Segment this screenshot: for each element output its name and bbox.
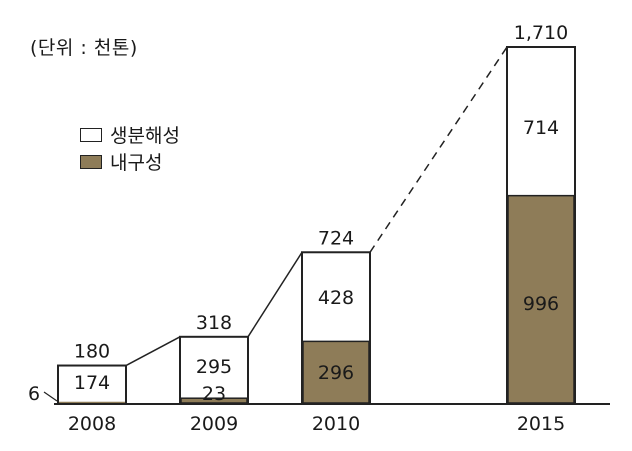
connector-line-2010-2015 (369, 46, 508, 253)
x-tick-label-2010: 2010 (312, 413, 360, 435)
bar-biodegradable-2008 (57, 364, 127, 404)
value-label-biodegradable-2008: 174 (74, 372, 110, 394)
value-label-durable-2009: 23 (202, 383, 226, 405)
value-label-biodegradable-2010: 428 (318, 287, 354, 309)
legend: 생분해성 내구성 (80, 121, 180, 175)
value-label-durable-2015: 996 (523, 293, 559, 315)
value-label-biodegradable-2015: 714 (523, 117, 559, 139)
value-label-durable-2008: 6 (28, 383, 40, 405)
value-label-durable-2010: 296 (318, 362, 354, 384)
bar-biodegradable-2009 (179, 335, 249, 404)
total-label-2015: 1,710 (514, 22, 568, 44)
value-label-biodegradable-2009: 295 (196, 356, 232, 378)
bar-durable-2008 (59, 401, 125, 403)
legend-item-durable: 내구성 (80, 148, 180, 175)
bar-durable-2015 (507, 194, 575, 404)
total-label-2009: 318 (196, 312, 232, 334)
legend-label-durable: 내구성 (110, 152, 163, 174)
x-tick-label-2008: 2008 (68, 413, 116, 435)
x-tick-label-2015: 2015 (517, 413, 565, 435)
total-label-2010: 724 (318, 227, 354, 249)
connector-line-2008-2009 (125, 336, 181, 367)
leader-line-2008 (43, 391, 58, 402)
bar-durable-2010 (302, 340, 370, 404)
legend-label-biodegradable: 생분해성 (110, 125, 180, 147)
total-label-2008: 180 (74, 341, 110, 363)
unit-label: (단위 : 천톤) (30, 37, 138, 59)
connector-line-2009-2010 (247, 251, 303, 338)
legend-item-biodegradable: 생분해성 (80, 121, 180, 148)
x-tick-label-2009: 2009 (190, 413, 238, 435)
legend-swatch-biodegradable (80, 127, 102, 142)
legend-swatch-durable (80, 154, 102, 169)
